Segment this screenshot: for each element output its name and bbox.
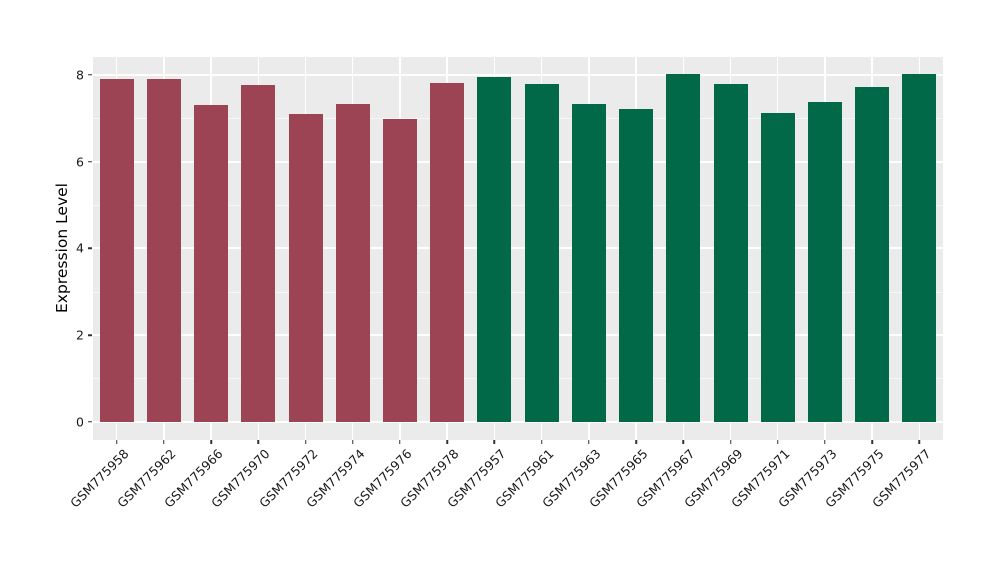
x-tick-mark [729,440,732,444]
x-tick-mark [918,440,921,444]
bar-GSM775971 [760,112,795,422]
bar-GSM775961 [524,83,559,422]
x-tick-mark [399,440,401,444]
y-axis-title: Expression Level [53,183,71,313]
x-tick-mark [635,440,637,444]
bar-GSM775957 [477,76,512,422]
y-tick-mark [88,420,92,423]
bar-GSM775965 [619,108,654,422]
y-tick-mark [88,74,92,76]
bar-GSM775962 [146,79,181,422]
gridline-major-horizontal [93,247,943,250]
y-tick-mark [88,247,92,250]
x-tick-mark [588,440,590,444]
gridline-major-horizontal [93,420,943,423]
bar-GSM775976 [382,119,417,422]
y-tick-label: 8 [76,67,84,83]
gridline-major-horizontal [93,160,943,163]
bar-GSM775966 [194,104,229,422]
gridline-major-horizontal [93,334,943,336]
x-tick-mark [304,440,307,444]
bar-GSM775975 [855,87,890,422]
y-tick-mark [88,334,92,336]
bar-GSM775974 [335,103,370,422]
x-tick-mark [824,440,826,444]
x-tick-mark [351,440,354,444]
gridline-minor-horizontal [93,118,943,120]
x-tick-mark [540,440,543,444]
y-tick-mark [88,160,92,163]
bar-GSM775977 [902,73,937,422]
bar-GSM775958 [99,79,134,422]
bar-GSM775967 [666,73,701,422]
y-tick-label: 0 [76,414,84,430]
x-tick-mark [257,440,260,444]
bar-GSM775972 [288,114,323,422]
x-tick-mark [163,440,165,444]
x-tick-mark [115,440,118,444]
y-tick-label: 2 [76,327,84,343]
plot-panel [93,57,943,440]
x-tick-mark [871,440,873,444]
x-tick-mark [682,440,685,444]
bar-GSM775969 [713,84,748,422]
x-tick-mark [493,440,496,444]
bar-GSM775973 [807,101,842,422]
y-tick-label: 4 [76,240,84,256]
x-tick-mark [446,440,448,444]
x-tick-mark [210,440,212,444]
y-tick-label: 6 [76,154,84,170]
gridline-minor-horizontal [93,291,943,293]
bar-GSM775970 [241,85,276,422]
gridline-minor-horizontal [93,204,943,206]
bar-GSM775978 [430,82,465,422]
gridline-major-horizontal [93,73,943,76]
x-tick-mark [776,440,779,444]
bar-GSM775963 [571,103,606,422]
gridline-minor-horizontal [93,378,943,380]
